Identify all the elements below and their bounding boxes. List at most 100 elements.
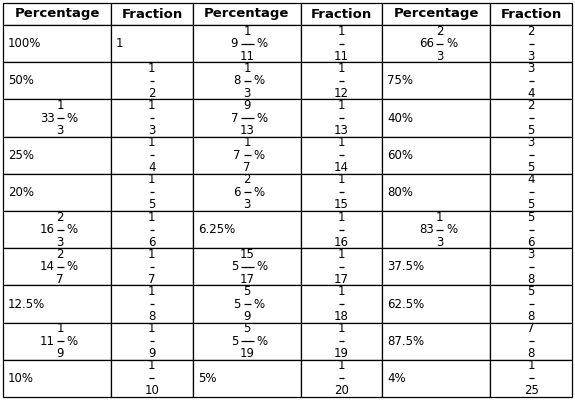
Text: 1: 1 bbox=[338, 136, 346, 149]
Bar bbox=[382, 211, 490, 248]
Text: 62.5%: 62.5% bbox=[388, 298, 424, 310]
Text: 10: 10 bbox=[144, 384, 159, 397]
Text: 3: 3 bbox=[436, 50, 443, 62]
Bar bbox=[193, 137, 301, 174]
Bar bbox=[193, 211, 301, 248]
Bar bbox=[3, 285, 111, 322]
Text: 3: 3 bbox=[527, 136, 535, 149]
Text: 7: 7 bbox=[148, 273, 156, 286]
Text: %: % bbox=[446, 223, 457, 236]
Text: 1: 1 bbox=[338, 248, 346, 261]
Bar bbox=[3, 248, 111, 285]
Text: %: % bbox=[254, 149, 265, 162]
Text: 2: 2 bbox=[56, 211, 64, 224]
Text: 3: 3 bbox=[56, 236, 64, 248]
Text: 15: 15 bbox=[240, 248, 255, 261]
Bar bbox=[111, 360, 193, 397]
Text: 4: 4 bbox=[527, 87, 535, 100]
Text: 3: 3 bbox=[436, 236, 443, 248]
Text: 19: 19 bbox=[240, 347, 255, 360]
Bar bbox=[111, 174, 193, 211]
Text: Percentage: Percentage bbox=[204, 8, 289, 20]
Bar bbox=[490, 3, 572, 25]
Bar bbox=[301, 285, 382, 322]
Text: 2: 2 bbox=[148, 87, 156, 100]
Text: 1: 1 bbox=[148, 248, 156, 261]
Bar bbox=[490, 211, 572, 248]
Bar bbox=[193, 285, 301, 322]
Bar bbox=[301, 322, 382, 360]
Text: 66: 66 bbox=[419, 37, 434, 50]
Text: 20%: 20% bbox=[8, 186, 34, 199]
Bar bbox=[3, 99, 111, 137]
Text: 1: 1 bbox=[148, 136, 156, 149]
Text: 1: 1 bbox=[338, 174, 346, 186]
Text: 5: 5 bbox=[231, 260, 238, 273]
Text: 75%: 75% bbox=[388, 74, 413, 87]
Text: %: % bbox=[67, 112, 78, 124]
Bar bbox=[490, 25, 572, 62]
Bar bbox=[111, 3, 193, 25]
Text: 8: 8 bbox=[527, 273, 535, 286]
Text: 17: 17 bbox=[334, 273, 349, 286]
Text: 17: 17 bbox=[240, 273, 255, 286]
Text: 4: 4 bbox=[148, 161, 156, 174]
Text: 3: 3 bbox=[244, 87, 251, 100]
Text: 3: 3 bbox=[527, 62, 535, 75]
Text: 37.5%: 37.5% bbox=[388, 260, 424, 273]
Text: 2: 2 bbox=[436, 25, 443, 38]
Bar bbox=[193, 322, 301, 360]
Bar bbox=[382, 3, 490, 25]
Bar bbox=[3, 137, 111, 174]
Text: 4: 4 bbox=[527, 174, 535, 186]
Text: 16: 16 bbox=[40, 223, 55, 236]
Bar bbox=[490, 285, 572, 322]
Text: 1: 1 bbox=[527, 360, 535, 372]
Text: 1: 1 bbox=[56, 322, 64, 335]
Text: 1: 1 bbox=[243, 62, 251, 75]
Text: 5: 5 bbox=[527, 161, 535, 174]
Text: 2: 2 bbox=[243, 174, 251, 186]
Bar bbox=[111, 285, 193, 322]
Text: 3: 3 bbox=[56, 124, 64, 137]
Text: Fraction: Fraction bbox=[121, 8, 182, 20]
Text: 3: 3 bbox=[244, 198, 251, 211]
Text: 40%: 40% bbox=[388, 112, 413, 124]
Bar bbox=[193, 248, 301, 285]
Bar bbox=[490, 174, 572, 211]
Text: 6: 6 bbox=[527, 236, 535, 248]
Text: 7: 7 bbox=[243, 161, 251, 174]
Text: 19: 19 bbox=[334, 347, 349, 360]
Text: 80%: 80% bbox=[388, 186, 413, 199]
Text: 1: 1 bbox=[338, 211, 346, 224]
Text: Fraction: Fraction bbox=[311, 8, 372, 20]
Bar bbox=[382, 322, 490, 360]
Text: 14: 14 bbox=[334, 161, 349, 174]
Text: 3: 3 bbox=[527, 248, 535, 261]
Text: 9: 9 bbox=[243, 310, 251, 323]
Text: 5: 5 bbox=[233, 298, 241, 310]
Bar bbox=[382, 248, 490, 285]
Bar bbox=[382, 174, 490, 211]
Text: 1: 1 bbox=[116, 37, 124, 50]
Bar bbox=[193, 62, 301, 99]
Bar bbox=[301, 3, 382, 25]
Text: 11: 11 bbox=[40, 335, 55, 348]
Text: Percentage: Percentage bbox=[394, 8, 479, 20]
Bar bbox=[382, 360, 490, 397]
Bar bbox=[301, 99, 382, 137]
Text: 7: 7 bbox=[56, 273, 64, 286]
Bar bbox=[490, 248, 572, 285]
Text: 5: 5 bbox=[527, 211, 535, 224]
Bar bbox=[193, 99, 301, 137]
Bar bbox=[490, 62, 572, 99]
Text: 50%: 50% bbox=[8, 74, 34, 87]
Text: 1: 1 bbox=[148, 99, 156, 112]
Text: 1: 1 bbox=[56, 99, 64, 112]
Text: 9: 9 bbox=[243, 99, 251, 112]
Text: 5: 5 bbox=[527, 124, 535, 137]
Text: 1: 1 bbox=[338, 62, 346, 75]
Text: %: % bbox=[67, 335, 78, 348]
Text: 3: 3 bbox=[148, 124, 156, 137]
Text: 1: 1 bbox=[338, 25, 346, 38]
